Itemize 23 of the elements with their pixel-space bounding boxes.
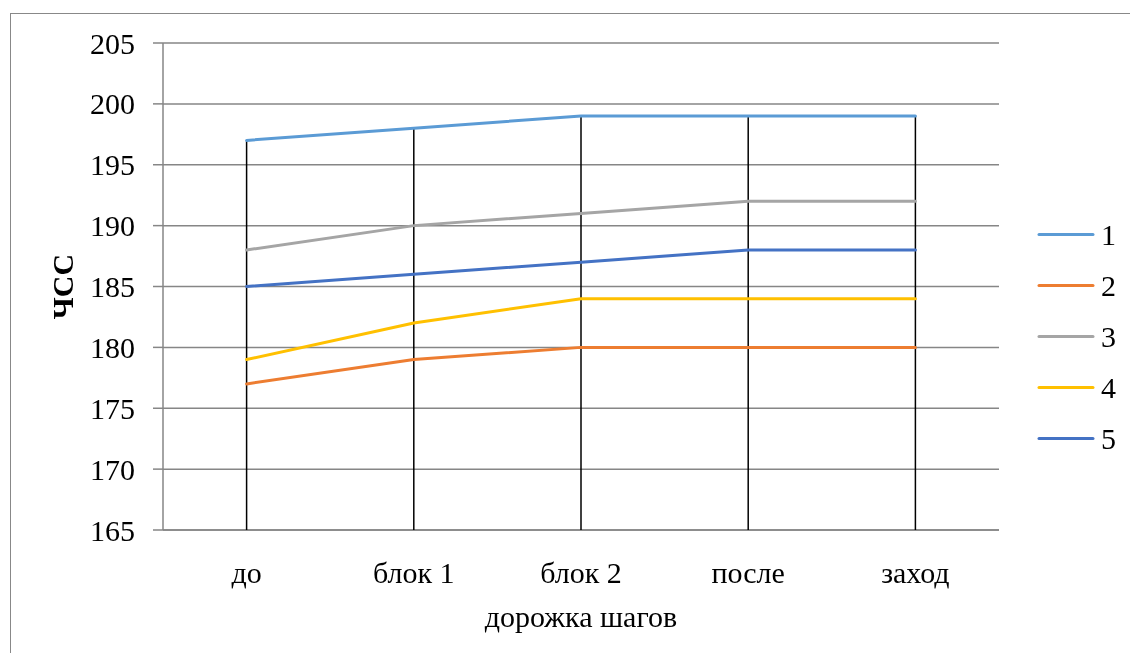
y-tick-label: 200	[90, 87, 135, 121]
y-tick-label: 170	[90, 452, 135, 486]
x-tick-label: до	[231, 556, 262, 589]
legend-label: 1	[1101, 218, 1116, 251]
y-axis-title: ЧСС	[46, 253, 79, 320]
line-series	[245, 248, 917, 288]
y-tick-label: 165	[90, 513, 135, 547]
y-tick-label: 205	[90, 26, 135, 60]
y-tick-label: 180	[90, 330, 135, 364]
y-tick-label: 175	[90, 391, 135, 425]
y-tick-label: 190	[90, 209, 135, 243]
legend-label: 2	[1101, 269, 1116, 302]
y-tick-label: 185	[90, 270, 135, 303]
x-axis-title: дорожка шагов	[484, 600, 678, 633]
x-tick-label: заход	[881, 556, 950, 589]
line-series	[245, 199, 917, 252]
legend-label: 3	[1101, 320, 1116, 353]
x-tick-label: блок 2	[540, 556, 622, 589]
x-tick-label: после	[711, 556, 785, 589]
legend-label: 4	[1101, 371, 1116, 404]
x-tick-label: блок 1	[373, 556, 455, 589]
legend-label: 5	[1101, 422, 1116, 455]
y-tick-label: 195	[90, 148, 135, 182]
